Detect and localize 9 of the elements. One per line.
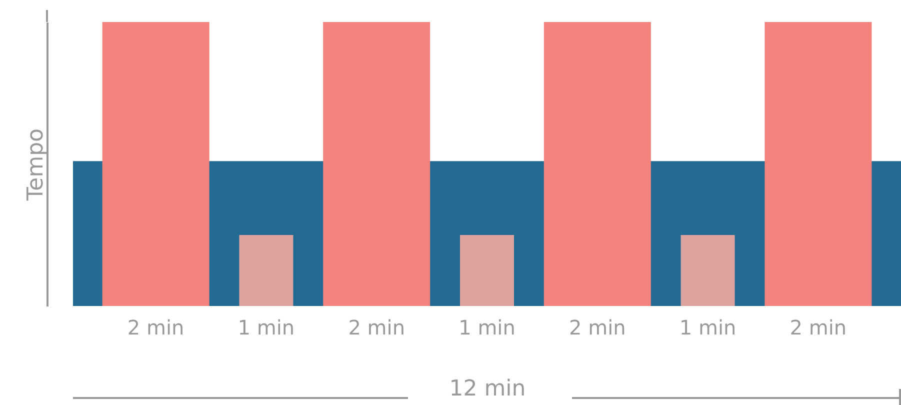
x-tick-label: 2 min <box>569 316 626 340</box>
y-axis-title: Tempo <box>24 128 48 202</box>
x-axis-title: 12 min <box>449 376 526 402</box>
x-tick-label: 1 min <box>679 316 736 340</box>
x-tick-label: 2 min <box>127 316 184 340</box>
x-tick-label: 1 min <box>238 316 295 340</box>
x-tick-label: 2 min <box>348 316 405 340</box>
x-tick-label: 2 min <box>790 316 847 340</box>
x-tick-label: 1 min <box>458 316 516 340</box>
